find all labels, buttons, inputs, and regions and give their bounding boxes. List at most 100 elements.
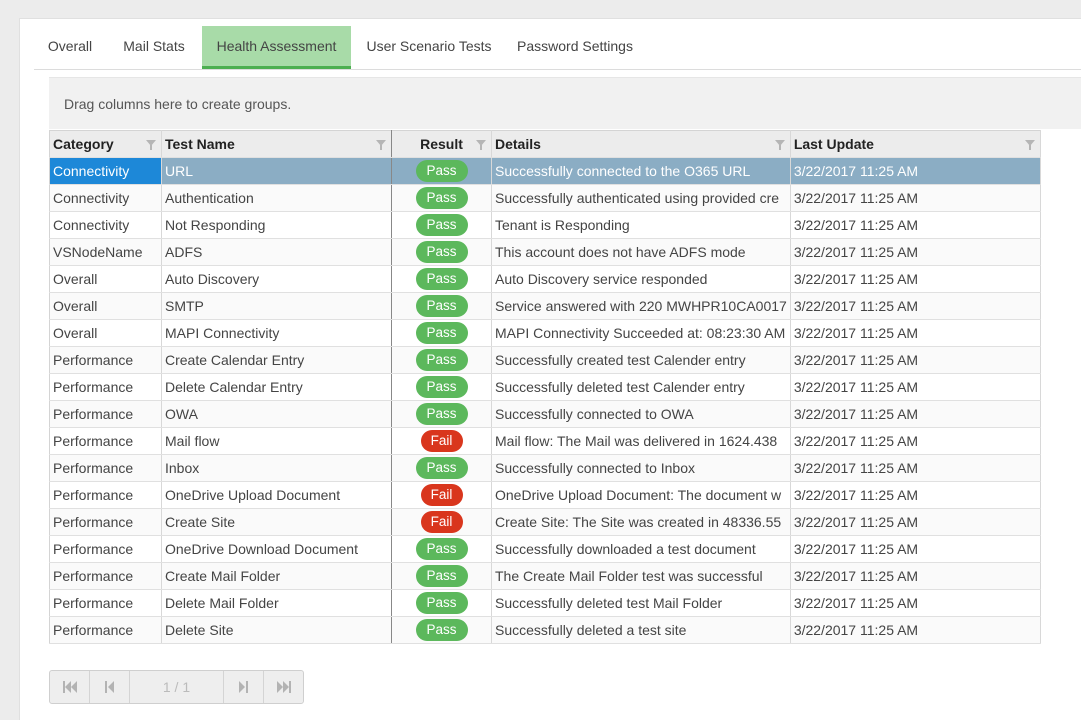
table-row[interactable]: Performance Create Mail Folder Pass The Cre… (49, 562, 1041, 590)
next-page-button[interactable] (224, 671, 263, 703)
table-row[interactable]: Connectivity Not Responding Pass Tenant is … (49, 211, 1041, 239)
category-cell: Connectivity (49, 184, 162, 212)
table-row[interactable]: Performance Delete Calendar Entry Pass Succ… (49, 373, 1041, 401)
category-cell: Performance (49, 508, 162, 536)
table-row[interactable]: VSNodeName ADFS Pass This account does not … (49, 238, 1041, 266)
last-update-cell: 3/22/2017 11:25 AM (790, 292, 1041, 320)
filter-icon[interactable] (774, 140, 785, 150)
last-update-cell: 3/22/2017 11:25 AM (790, 319, 1041, 347)
table-row[interactable]: Overall MAPI Connectivity Pass MAPI Connect… (49, 319, 1041, 347)
details-cell: Successfully authenticated using provide… (491, 184, 791, 212)
col-category-header[interactable]: Category (49, 130, 162, 158)
prev-page-icon (105, 681, 114, 693)
result-cell: Pass (391, 346, 492, 374)
filter-icon[interactable] (376, 140, 386, 150)
details-cell: The Create Mail Folder test was successf… (491, 562, 791, 590)
result-cell: Pass (391, 292, 492, 320)
result-cell: Pass (391, 157, 492, 185)
last-update-cell: 3/22/2017 11:25 AM (790, 454, 1041, 482)
category-cell: Connectivity (49, 157, 162, 185)
test-name-cell: Create Calendar Entry (161, 346, 392, 374)
details-cell: Create Site: The Site was created in 483… (491, 508, 791, 536)
table-row[interactable]: Performance OneDrive Download Document Pas… (49, 535, 1041, 563)
table-row[interactable]: Performance Delete Site Pass Successfully d… (49, 616, 1041, 644)
test-name-cell: Inbox (161, 454, 392, 482)
last-update-cell: 3/22/2017 11:25 AM (790, 589, 1041, 617)
result-cell: Fail (391, 508, 492, 536)
next-page-icon (239, 681, 248, 693)
first-page-button[interactable] (50, 671, 90, 703)
category-cell: Performance (49, 589, 162, 617)
prev-page-button[interactable] (90, 671, 130, 703)
test-name-cell: Not Responding (161, 211, 392, 239)
category-cell: Overall (49, 265, 162, 293)
last-update-cell: 3/22/2017 11:25 AM (790, 400, 1041, 428)
last-update-cell: 3/22/2017 11:25 AM (790, 427, 1041, 455)
category-cell: Performance (49, 346, 162, 374)
category-cell: Performance (49, 373, 162, 401)
last-update-cell: 3/22/2017 11:25 AM (790, 238, 1041, 266)
category-cell: Performance (49, 427, 162, 455)
category-cell: Performance (49, 454, 162, 482)
col-last-update-header[interactable]: Last Update (790, 130, 1041, 158)
filter-icon[interactable] (146, 140, 156, 150)
tab-mail-stats[interactable]: Mail Stats (123, 38, 185, 54)
result-badge: Pass (415, 619, 468, 641)
details-cell: Successfully deleted test Calender entry (491, 373, 791, 401)
tab-health-assessment[interactable]: Health Assessment (202, 26, 351, 69)
details-cell: Tenant is Responding (491, 211, 791, 239)
table-row[interactable]: Overall SMTP Pass Service answered with 220… (49, 292, 1041, 320)
last-update-cell: 3/22/2017 11:25 AM (790, 616, 1041, 644)
test-name-cell: Authentication (161, 184, 392, 212)
test-name-cell: OneDrive Upload Document (161, 481, 392, 509)
col-test-name-header[interactable]: Test Name (161, 130, 392, 158)
table-row[interactable]: Performance Create Site Fail Create Site: T… (49, 508, 1041, 536)
category-cell: Overall (49, 292, 162, 320)
table-row[interactable]: Performance OWA Pass Successfully connected… (49, 400, 1041, 428)
filter-icon[interactable] (1024, 140, 1035, 150)
result-cell: Fail (391, 481, 492, 509)
details-cell: This account does not have ADFS mode (491, 238, 791, 266)
details-cell: OneDrive Upload Document: The document w (491, 481, 791, 509)
category-cell: Connectivity (49, 211, 162, 239)
table-row[interactable]: Performance Create Calendar Entry Pass Succ… (49, 346, 1041, 374)
category-cell: Performance (49, 481, 162, 509)
test-name-cell: Create Mail Folder (161, 562, 392, 590)
col-result-header[interactable]: Result (391, 130, 492, 158)
last-update-cell: 3/22/2017 11:25 AM (790, 265, 1041, 293)
result-badge: Fail (420, 511, 463, 533)
table-row[interactable]: Performance Inbox Pass Successfully connect… (49, 454, 1041, 482)
table-row[interactable]: Overall Auto Discovery Pass Auto Discovery … (49, 265, 1041, 293)
table-row[interactable]: Connectivity URL Pass Successfully connecte… (49, 157, 1041, 185)
result-cell: Pass (391, 454, 492, 482)
table-row[interactable]: Performance Mail flow Fail Mail flow: The M… (49, 427, 1041, 455)
pager: 1 / 1 (49, 670, 304, 704)
tab-password-settings[interactable]: Password Settings (517, 38, 633, 54)
table-row[interactable]: Performance OneDrive Upload Document Fail O… (49, 481, 1041, 509)
result-badge: Pass (415, 187, 468, 209)
category-cell: Performance (49, 562, 162, 590)
tab-overall[interactable]: Overall (47, 38, 93, 54)
test-name-cell: OWA (161, 400, 392, 428)
last-page-button[interactable] (263, 671, 303, 703)
header-row: Category Test Name Result Details Last U… (49, 130, 1041, 158)
table-row[interactable]: Performance Delete Mail Folder Pass Success… (49, 589, 1041, 617)
result-cell: Pass (391, 238, 492, 266)
filter-icon[interactable] (476, 140, 486, 150)
result-badge: Pass (415, 565, 468, 587)
last-update-cell: 3/22/2017 11:25 AM (790, 535, 1041, 563)
tab-user-scenario-tests[interactable]: User Scenario Tests (366, 38, 492, 54)
group-drop-zone[interactable]: Drag columns here to create groups. (49, 77, 1081, 129)
page-indicator: 1 / 1 (130, 671, 224, 703)
test-name-cell: SMTP (161, 292, 392, 320)
result-cell: Pass (391, 535, 492, 563)
result-badge: Pass (415, 268, 468, 290)
col-details-header[interactable]: Details (491, 130, 791, 158)
details-cell: Successfully connected to Inbox (491, 454, 791, 482)
last-update-cell: 3/22/2017 11:25 AM (790, 157, 1041, 185)
last-update-cell: 3/22/2017 11:25 AM (790, 373, 1041, 401)
result-cell: Pass (391, 265, 492, 293)
table-row[interactable]: Connectivity Authentication Pass Successful… (49, 184, 1041, 212)
last-update-cell: 3/22/2017 11:25 AM (790, 481, 1041, 509)
category-cell: Overall (49, 319, 162, 347)
